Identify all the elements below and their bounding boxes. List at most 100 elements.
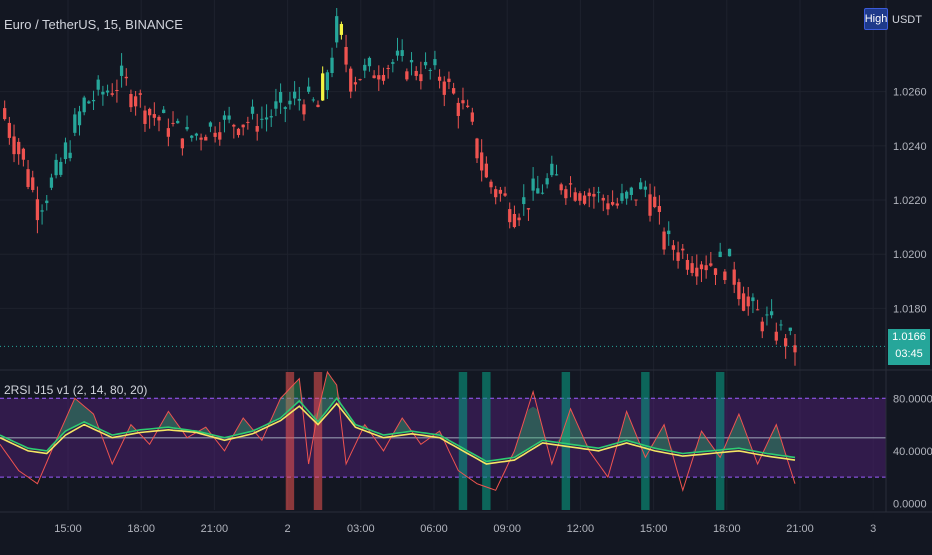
candle-body <box>199 137 203 140</box>
candle-body <box>372 75 376 79</box>
candle-body <box>648 194 652 216</box>
candle-body <box>610 202 615 205</box>
candle-body <box>255 126 259 132</box>
candle-body <box>480 152 484 171</box>
candle-body <box>737 282 741 300</box>
candle-body <box>601 197 605 201</box>
candle-body <box>91 99 96 102</box>
candle-body <box>213 132 217 137</box>
time-tick-label: 15:00 <box>640 523 668 535</box>
candle-body <box>269 116 273 118</box>
candle-body <box>391 62 395 64</box>
candle-body <box>335 16 339 43</box>
candle-body <box>12 136 16 155</box>
candle-body <box>451 88 456 94</box>
candle-body <box>325 72 329 91</box>
candle-body <box>367 57 372 67</box>
countdown: 03:45 <box>895 348 923 360</box>
candle-body <box>447 78 451 82</box>
candle-body <box>774 331 778 341</box>
candle-body <box>568 183 573 185</box>
candle-body <box>96 79 100 90</box>
oversold-signal-column <box>715 372 725 510</box>
candle-body <box>433 59 437 66</box>
time-tick-label: 18:00 <box>713 523 741 535</box>
candle-body <box>587 192 591 197</box>
rsi-line-1 <box>0 370 796 493</box>
candle-body <box>643 186 647 190</box>
candle-body <box>395 50 400 56</box>
candle-body <box>503 193 507 196</box>
candle-body <box>344 46 348 65</box>
candle-body <box>732 269 736 285</box>
candle-body <box>349 68 353 92</box>
indicator-tick-label: 80.0000 <box>893 393 932 405</box>
candle-body <box>45 200 49 204</box>
candle-body <box>339 24 344 35</box>
candle-body <box>250 106 255 114</box>
candle-body <box>82 97 86 113</box>
candle-body <box>157 116 161 121</box>
candle-body <box>494 189 498 198</box>
rsi-line-3 <box>0 402 796 465</box>
candle-body <box>615 203 619 206</box>
candle-body <box>180 138 185 149</box>
candle-body <box>110 93 114 95</box>
candle-body <box>381 74 386 81</box>
candle-body <box>704 265 708 271</box>
candle-body <box>124 76 128 79</box>
candle-body <box>119 65 124 76</box>
candle-body <box>437 76 442 81</box>
candle-body <box>3 108 7 120</box>
time-tick-label: 2 <box>285 523 291 535</box>
candle-body <box>634 199 638 201</box>
overbought-signal-column <box>285 372 295 510</box>
candle-body <box>87 101 91 104</box>
candle-body <box>414 70 418 76</box>
quote-currency: USDT <box>892 14 922 26</box>
candle-body <box>171 122 175 124</box>
candle-body <box>466 105 470 107</box>
candle-body <box>208 122 213 127</box>
candle-body <box>358 79 362 81</box>
candle-body <box>63 142 68 160</box>
candle-body <box>316 104 320 108</box>
time-tick-label: 18:00 <box>127 523 155 535</box>
candle-body <box>779 324 783 326</box>
candle-body <box>662 231 666 250</box>
candle-body <box>625 191 629 199</box>
candle-body <box>138 93 142 95</box>
candle-body <box>573 192 577 201</box>
candle-body <box>274 101 278 109</box>
candle-body <box>620 193 624 201</box>
time-tick-label: 21:00 <box>786 523 814 535</box>
candle-body <box>204 136 208 141</box>
candle-body <box>386 68 390 70</box>
candle-body <box>49 177 54 188</box>
candle-body <box>428 69 432 71</box>
candle-body <box>639 182 643 190</box>
last-price-tag: 1.0166 03:45 <box>888 329 930 365</box>
indicator-tick-label: 0.0000 <box>893 498 927 510</box>
rsi-series <box>0 370 796 493</box>
candle-body <box>133 96 138 107</box>
candle-body <box>793 345 797 353</box>
candle-body <box>461 100 465 104</box>
time-tick-label: 09:00 <box>493 523 521 535</box>
candle-body <box>162 109 166 114</box>
candle-body <box>727 248 732 257</box>
candle-body <box>765 314 769 316</box>
candle-body <box>297 98 301 101</box>
candle-body <box>419 74 423 82</box>
candle-body <box>769 311 774 316</box>
mode-badge-button[interactable]: High <box>864 8 888 30</box>
candle-body <box>653 196 657 208</box>
candle-body <box>176 120 180 124</box>
candle-body <box>713 268 718 275</box>
candle-body <box>152 114 156 118</box>
candle-body <box>35 199 40 221</box>
candle-body <box>73 114 77 133</box>
candle-body <box>21 148 26 160</box>
